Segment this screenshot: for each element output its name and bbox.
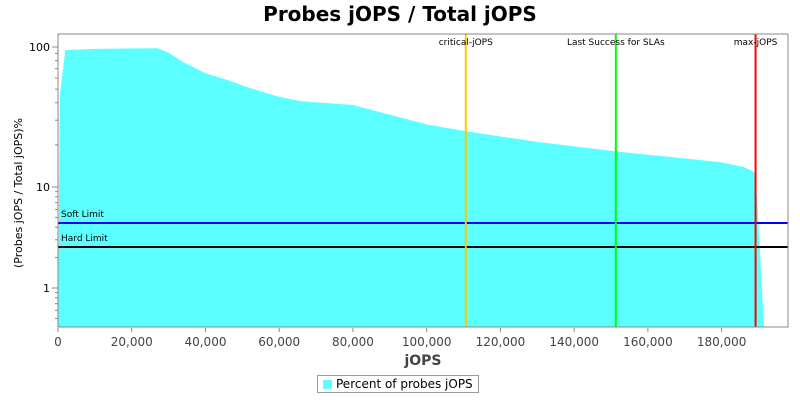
x-tick-label: 100,000 — [402, 335, 452, 349]
marker-label: Hard Limit — [61, 234, 108, 244]
marker-label: max-jOPS — [734, 38, 778, 48]
series-area — [58, 48, 765, 328]
y-axis-label: (Probes jOPS / Total jOPS)% — [12, 118, 25, 268]
x-axis-label: jOPS — [403, 353, 441, 369]
plot-border — [57, 33, 789, 328]
y-tick-label: 10 — [36, 181, 50, 194]
legend-swatch — [323, 379, 332, 389]
x-tick-label: 40,000 — [184, 335, 226, 349]
marker-label: Soft Limit — [61, 210, 104, 220]
x-tick-label: 180,000 — [697, 335, 747, 349]
x-tick-label: 160,000 — [623, 335, 673, 349]
x-tick-label: 80,000 — [332, 335, 374, 349]
x-tick-label: 20,000 — [111, 335, 153, 349]
marker-label: critical-jOPS — [439, 38, 493, 48]
marker-label: Last Success for SLAs — [567, 38, 665, 48]
x-tick-label: 140,000 — [549, 335, 599, 349]
y-tick-label: 100 — [29, 41, 50, 54]
x-tick-label: 60,000 — [258, 335, 300, 349]
chart-title: Probes jOPS / Total jOPS — [263, 2, 537, 26]
x-tick-label: 120,000 — [476, 335, 526, 349]
x-tick-label: 0 — [54, 335, 62, 349]
y-tick-label: 1 — [43, 282, 50, 295]
legend-label: Percent of probes jOPS — [336, 377, 473, 391]
legend: Percent of probes jOPS — [317, 375, 479, 393]
